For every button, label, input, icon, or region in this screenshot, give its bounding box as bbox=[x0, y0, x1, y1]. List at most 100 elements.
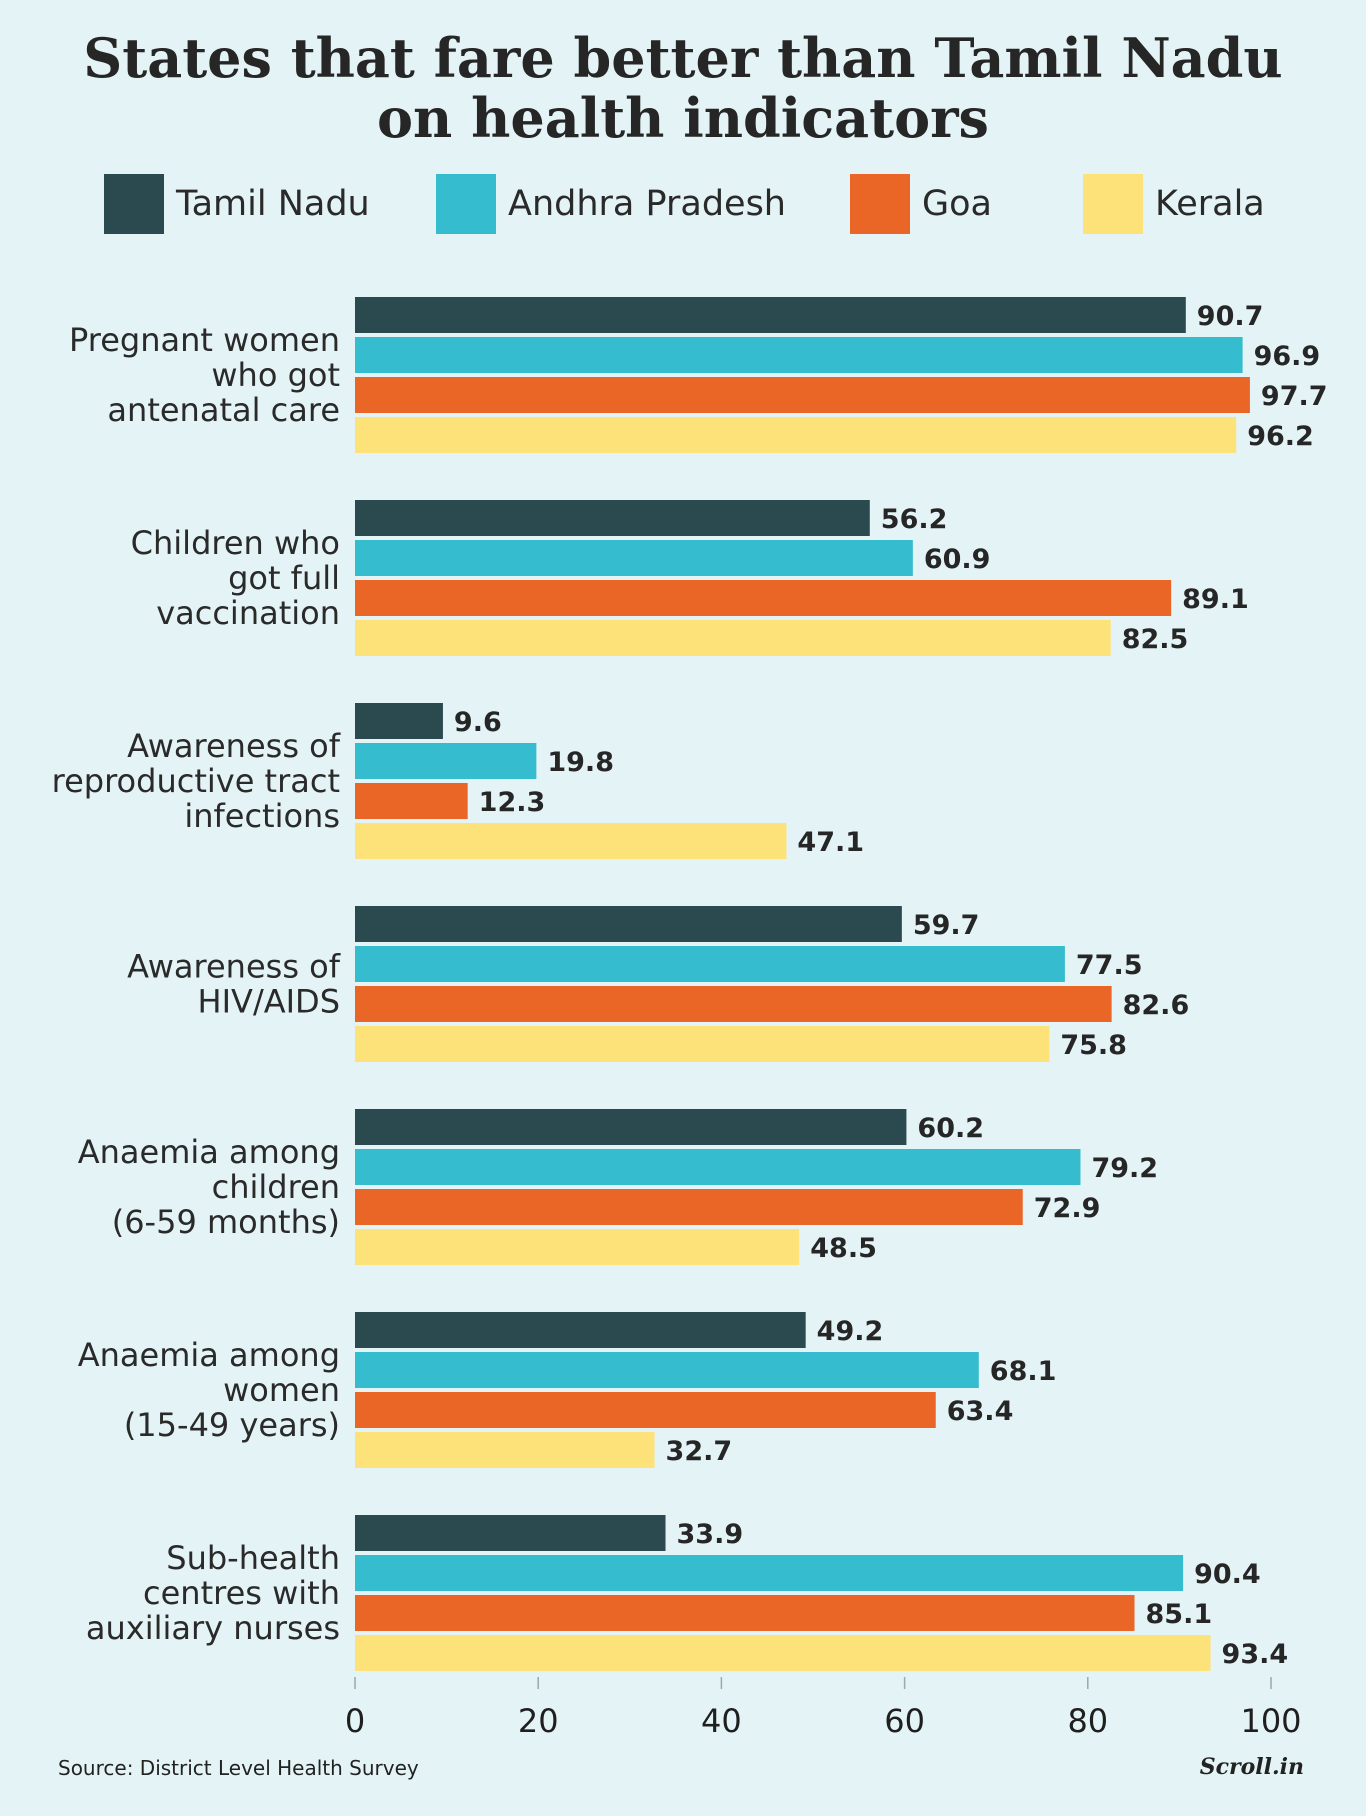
value-label: 48.5 bbox=[810, 1233, 877, 1264]
category-label: Awareness of bbox=[127, 948, 341, 986]
bar-kerala bbox=[355, 1026, 1050, 1062]
category-label: reproductive tract bbox=[52, 762, 340, 800]
legend-label-goa: Goa bbox=[922, 184, 992, 224]
category-label: (6-59 months) bbox=[112, 1203, 340, 1241]
legend-swatch-tamil-nadu bbox=[104, 174, 164, 234]
category-label: auxiliary nurses bbox=[86, 1609, 340, 1647]
value-label: 96.2 bbox=[1247, 421, 1314, 452]
x-tick-label: 100 bbox=[1240, 1702, 1301, 1740]
bar-goa bbox=[355, 1189, 1023, 1225]
legend-item-goa: Goa bbox=[850, 172, 992, 236]
x-tick-label: 60 bbox=[884, 1702, 925, 1740]
legend-item-andhra-pradesh: Andhra Pradesh bbox=[436, 172, 786, 236]
bar-goa bbox=[355, 783, 468, 819]
value-label: 75.8 bbox=[1060, 1030, 1127, 1061]
bar-andhra-pradesh bbox=[355, 1149, 1081, 1185]
chart-title-line-2: on health indicators bbox=[377, 86, 989, 150]
value-label: 89.1 bbox=[1182, 584, 1249, 615]
bar-tamil-nadu bbox=[355, 703, 443, 739]
category-label: who got bbox=[211, 356, 340, 394]
value-label: 59.7 bbox=[913, 910, 980, 941]
x-tick-label: 0 bbox=[345, 1702, 365, 1740]
legend-swatch-kerala bbox=[1083, 174, 1143, 234]
bar-kerala bbox=[355, 417, 1237, 453]
category-label: HIV/AIDS bbox=[198, 983, 340, 1021]
category-label: vaccination bbox=[156, 594, 340, 632]
value-label: 93.4 bbox=[1222, 1639, 1289, 1670]
x-tick-label: 20 bbox=[518, 1702, 559, 1740]
value-label: 12.3 bbox=[479, 787, 546, 818]
legend: Tamil Nadu Andhra Pradesh Goa Kerala bbox=[0, 172, 1366, 236]
bar-goa bbox=[355, 986, 1112, 1022]
bar-tamil-nadu bbox=[355, 1515, 666, 1551]
bar-goa bbox=[355, 580, 1172, 616]
value-label: 68.1 bbox=[990, 1356, 1057, 1387]
bar-goa bbox=[355, 1392, 936, 1428]
bar-tamil-nadu bbox=[355, 297, 1186, 333]
bar-kerala bbox=[355, 620, 1111, 656]
bar-tamil-nadu bbox=[355, 1312, 806, 1348]
value-label: 47.1 bbox=[797, 827, 864, 858]
chart-title-line-1: States that fare better than Tamil Nadu bbox=[83, 26, 1283, 90]
legend-label-kerala: Kerala bbox=[1155, 184, 1265, 224]
category-label: Sub-health bbox=[166, 1539, 340, 1577]
value-label: 96.9 bbox=[1254, 341, 1321, 372]
category-label: children bbox=[212, 1168, 340, 1206]
bar-tamil-nadu bbox=[355, 906, 902, 942]
legend-label-tamil-nadu: Tamil Nadu bbox=[176, 184, 370, 224]
category-label: Awareness of bbox=[127, 727, 341, 765]
category-label: (15-49 years) bbox=[124, 1406, 340, 1444]
value-label: 90.7 bbox=[1197, 301, 1264, 332]
legend-item-kerala: Kerala bbox=[1083, 172, 1265, 236]
value-label: 60.9 bbox=[924, 544, 991, 575]
bar-andhra-pradesh bbox=[355, 1555, 1184, 1591]
category-label: got full bbox=[228, 559, 340, 597]
bar-tamil-nadu bbox=[355, 1109, 907, 1145]
bar-kerala bbox=[355, 823, 787, 859]
bar-andhra-pradesh bbox=[355, 1352, 979, 1388]
category-label: infections bbox=[184, 797, 340, 835]
legend-label-andhra-pradesh: Andhra Pradesh bbox=[508, 184, 786, 224]
value-label: 19.8 bbox=[547, 747, 614, 778]
x-tick-label: 40 bbox=[701, 1702, 742, 1740]
value-label: 9.6 bbox=[454, 707, 502, 738]
brand-logo: Scroll.in bbox=[1199, 1754, 1304, 1780]
bar-kerala bbox=[355, 1229, 800, 1265]
bar-andhra-pradesh bbox=[355, 946, 1065, 982]
value-label: 72.9 bbox=[1034, 1193, 1101, 1224]
category-label: centres with bbox=[143, 1574, 340, 1612]
value-label: 49.2 bbox=[817, 1316, 884, 1347]
bar-andhra-pradesh bbox=[355, 337, 1243, 373]
category-label: Anaemia among bbox=[78, 1133, 340, 1171]
legend-item-tamil-nadu: Tamil Nadu bbox=[104, 172, 370, 236]
legend-swatch-goa bbox=[850, 174, 910, 234]
value-label: 56.2 bbox=[881, 504, 948, 535]
bar-kerala bbox=[355, 1432, 655, 1468]
value-label: 85.1 bbox=[1146, 1599, 1213, 1630]
value-label: 33.9 bbox=[677, 1519, 744, 1550]
value-label: 60.2 bbox=[917, 1113, 984, 1144]
value-label: 63.4 bbox=[947, 1396, 1014, 1427]
category-label: Pregnant women bbox=[69, 321, 340, 359]
bar-andhra-pradesh bbox=[355, 743, 537, 779]
value-label: 32.7 bbox=[666, 1436, 733, 1467]
bar-andhra-pradesh bbox=[355, 540, 913, 576]
chart-title: States that fare better than Tamil Nadu … bbox=[0, 28, 1366, 148]
bar-kerala bbox=[355, 1635, 1211, 1671]
value-label: 77.5 bbox=[1076, 950, 1143, 981]
category-label: Anaemia among bbox=[78, 1336, 340, 1374]
category-label: Children who bbox=[131, 524, 340, 562]
value-label: 82.5 bbox=[1122, 624, 1189, 655]
value-label: 79.2 bbox=[1091, 1153, 1158, 1184]
x-tick-label: 80 bbox=[1067, 1702, 1108, 1740]
value-label: 97.7 bbox=[1261, 381, 1328, 412]
value-label: 82.6 bbox=[1123, 990, 1190, 1021]
legend-swatch-andhra-pradesh bbox=[436, 174, 496, 234]
category-label: antenatal care bbox=[107, 391, 340, 429]
source-note: Source: District Level Health Survey bbox=[58, 1756, 419, 1780]
value-label: 90.4 bbox=[1194, 1559, 1261, 1590]
bar-goa bbox=[355, 1595, 1135, 1631]
bar-tamil-nadu bbox=[355, 500, 870, 536]
bar-goa bbox=[355, 377, 1250, 413]
